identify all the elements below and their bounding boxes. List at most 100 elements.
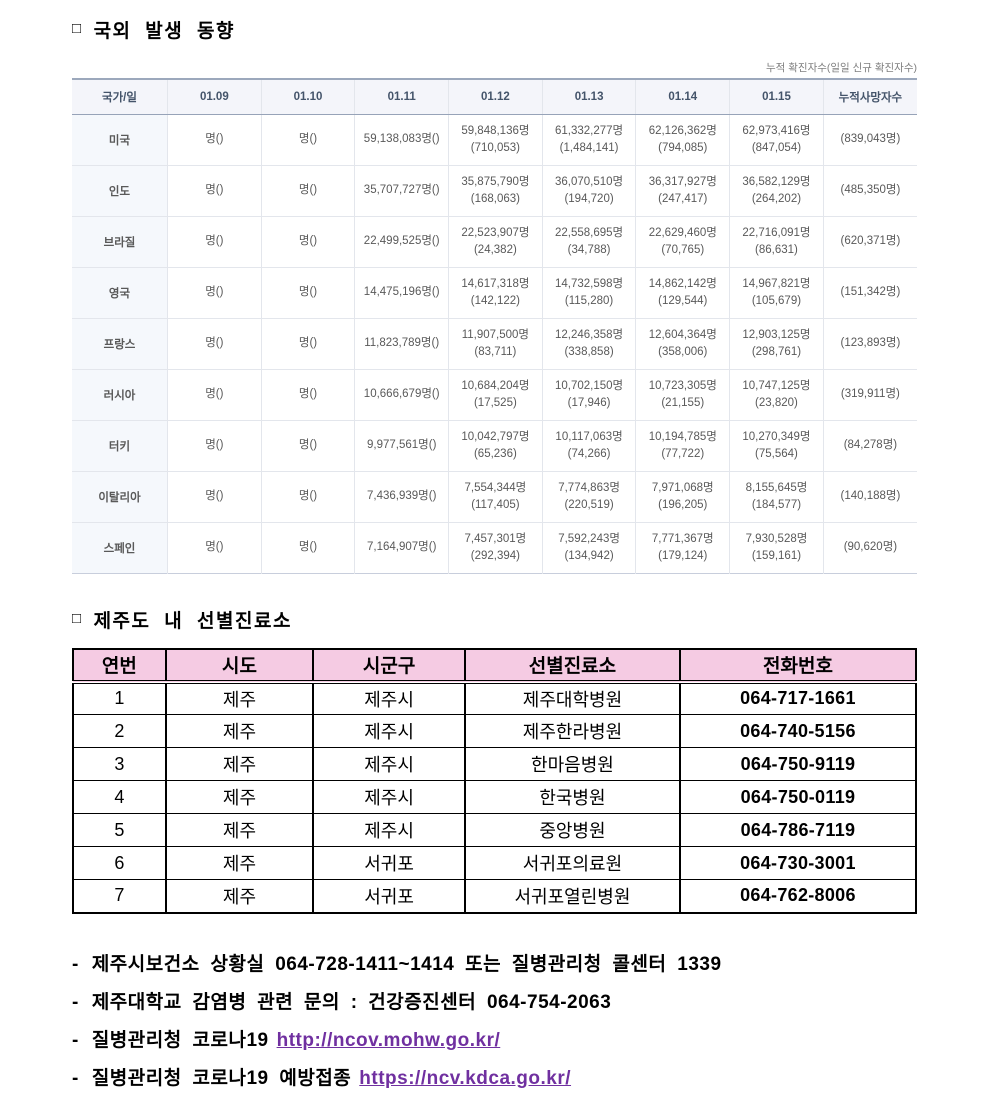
overseas-column-header: 01.09 <box>166 79 262 115</box>
case-count-line: 8,155,645명 <box>745 481 808 494</box>
case-count-line: 명() <box>205 337 224 349</box>
case-count-cell: 12,903,125명 (298,761) <box>729 317 824 369</box>
overseas-section-title: □ 국외 발생 동향 <box>72 16 917 43</box>
case-count-cell: (84,278명) <box>822 419 917 471</box>
clinic-name-cell: 제주대학병원 <box>463 681 680 715</box>
case-count-cell: 10,723,305명 (21,155) <box>635 368 730 420</box>
case-count-cell: 명() <box>166 521 262 573</box>
case-count-line: 명() <box>298 439 318 451</box>
case-count-cell: 명() <box>166 266 262 318</box>
case-count-line: 12,246,358명 <box>555 328 624 341</box>
case-count-cell: 12,246,358명 (338,858) <box>541 317 636 369</box>
case-count-line: (247,417) <box>658 192 708 205</box>
case-count-line: 명() <box>298 490 318 502</box>
square-bullet-icon: □ <box>72 20 83 37</box>
clinic-column-header: 연번 <box>73 648 166 684</box>
overseas-table-row: 러시아 명() 명() 10,666,679명() 10,684,204명 (17,525… <box>72 368 917 420</box>
case-count-cell: 35,707,727명() <box>354 164 449 216</box>
case-count-line: 10,723,305명 <box>648 379 717 392</box>
external-link[interactable]: http://ncov.mohw.go.kr/ <box>276 1029 501 1051</box>
case-count-cell: (319,911명) <box>822 368 917 420</box>
case-count-cell: 7,771,367명 (179,124) <box>635 521 730 573</box>
case-count-line: (75,564) <box>755 447 798 460</box>
case-count-line: 7,930,528명 <box>745 532 808 545</box>
case-count-line: (168,063) <box>470 192 520 205</box>
case-count-line: 12,903,125명 <box>742 328 811 341</box>
case-count-line: (77,722) <box>661 447 705 460</box>
case-count-cell: 7,164,907명() <box>354 521 449 573</box>
case-count-cell: 59,848,136명 (710,053) <box>448 114 543 165</box>
case-count-line: (140,188명) <box>840 490 901 502</box>
district-cell: 서귀포 <box>312 846 465 880</box>
case-count-cell: 14,732,598명 (115,280) <box>541 266 636 318</box>
country-name-cell: 영국 <box>72 266 168 318</box>
footer-note-text: 질병관리청 코로나19 예방접종 <box>91 1067 352 1089</box>
province-cell: 제주 <box>164 846 314 880</box>
case-count-line: 14,862,142명 <box>648 277 717 290</box>
overseas-table-row: 브라질 명() 명() 22,499,525명() 22,523,907명 (24,382… <box>72 215 917 267</box>
overseas-column-header: 01.11 <box>354 79 449 115</box>
case-count-cell: 10,666,679명() <box>354 368 449 420</box>
clinic-name-cell: 한국병원 <box>463 780 680 814</box>
case-count-cell: 36,582,129명 (264,202) <box>729 164 824 216</box>
case-count-line: (83,711) <box>474 345 517 358</box>
case-count-line: (264,202) <box>751 192 802 205</box>
case-count-line: 9,977,561명() <box>367 439 437 451</box>
case-count-line: 7,592,243명 <box>558 532 620 545</box>
phone-number-cell: 064-750-9119 <box>678 747 916 781</box>
case-count-cell: 22,523,907명 (24,382) <box>448 215 543 267</box>
case-count-cell: 명() <box>260 114 355 165</box>
country-name-cell: 브라질 <box>72 215 168 267</box>
clinic-name-cell: 서귀포의료원 <box>463 846 680 880</box>
case-count-line: (194,720) <box>564 192 614 205</box>
case-count-line: 12,604,364명 <box>648 328 717 341</box>
case-count-line: (142,122) <box>470 294 520 307</box>
case-count-line: (358,006) <box>658 345 708 358</box>
external-link[interactable]: https://ncv.kdca.go.kr/ <box>359 1067 572 1089</box>
case-count-line: (319,911명) <box>840 388 900 400</box>
case-count-cell: 명() <box>260 215 355 267</box>
case-count-line: (23,820) <box>755 396 798 409</box>
case-count-line: 10,270,349명 <box>742 430 811 443</box>
overseas-column-header: 누적사망자수 <box>822 79 917 115</box>
footer-note: - 제주시보건소 상황실 064-728-1411~1414 또는 질병관리청 콜… <box>72 954 917 976</box>
overseas-table-row: 인도 명() 명() 35,707,727명() 35,875,790명 (168,063… <box>72 164 917 216</box>
clinic-section-title-text: 제주도 내 선별진료소 <box>93 610 292 632</box>
clinic-table-row: 1 제주 제주시 제주대학병원 064-717-1661 <box>73 681 916 715</box>
overseas-column-header: 01.14 <box>635 79 730 115</box>
overseas-section-title-text: 국외 발생 동향 <box>93 21 236 42</box>
case-count-cell: 10,702,150명 (17,946) <box>541 368 636 420</box>
case-count-line: 명() <box>298 388 318 400</box>
phone-number-cell: 064-730-3001 <box>678 846 916 880</box>
country-name-cell: 러시아 <box>72 368 168 420</box>
case-count-cell: 명() <box>166 317 262 369</box>
clinic-section-title: □ 제주도 내 선별진료소 <box>72 606 917 633</box>
country-name-cell: 인도 <box>72 164 168 216</box>
country-name-cell: 스페인 <box>72 521 168 573</box>
case-count-line: 명() <box>205 184 224 196</box>
case-count-line: (17,946) <box>567 396 611 409</box>
case-count-cell: 62,973,416명 (847,054) <box>729 114 824 165</box>
case-count-cell: 14,967,821명 (105,679) <box>729 266 824 318</box>
case-count-cell: (90,620명) <box>822 521 917 573</box>
row-number-cell: 3 <box>73 747 166 781</box>
case-count-line: (847,054) <box>751 141 802 154</box>
case-count-line: (220,519) <box>564 498 614 511</box>
case-count-line: 명() <box>205 388 224 400</box>
case-count-line: 7,164,907명() <box>367 541 437 553</box>
row-number-cell: 1 <box>114 688 125 709</box>
case-count-line: (34,788) <box>567 243 611 256</box>
clinic-table-row: 3 제주 제주시 한마음병원 064-750-9119 <box>73 747 916 781</box>
case-count-line: 22,629,460명 <box>648 226 717 239</box>
case-count-line: 22,523,907명 <box>461 226 530 239</box>
case-count-cell: 10,747,125명 (23,820) <box>729 368 824 420</box>
case-count-line: 7,771,367명 <box>651 532 714 545</box>
case-count-line: (338,858) <box>564 345 614 358</box>
case-count-line: 명() <box>298 541 318 553</box>
case-count-cell: (151,342명) <box>822 266 917 318</box>
overseas-table-caption: 누적 확진자수(일일 신규 확진자수) <box>766 62 917 74</box>
case-count-cell: 11,907,500명 (83,711) <box>448 317 543 369</box>
footer-note: - 질병관리청 코로나19 예방접종 https://ncv.kdca.go.kr/ <box>72 1068 917 1090</box>
overseas-table-body: 미국 명() 명() 59,138,083명() 59,848,136명 (710,053… <box>72 114 917 573</box>
clinic-column-header: 선별진료소 <box>463 648 680 684</box>
